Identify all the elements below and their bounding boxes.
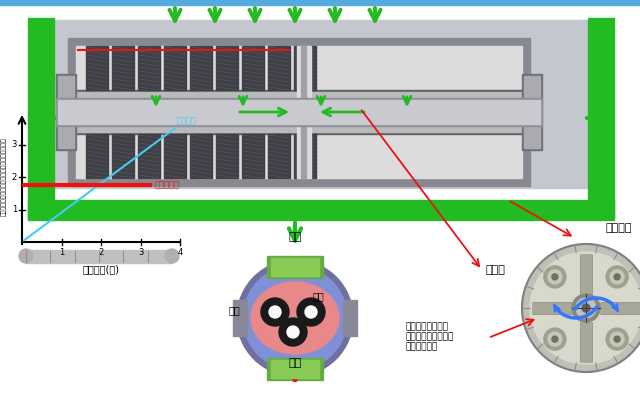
- Bar: [70, 92, 528, 132]
- Bar: [242, 46, 264, 90]
- Circle shape: [261, 298, 289, 326]
- Bar: [216, 46, 238, 90]
- Text: 2: 2: [99, 248, 104, 257]
- Circle shape: [19, 249, 33, 263]
- Circle shape: [287, 326, 299, 338]
- Text: 排气: 排气: [289, 358, 301, 368]
- Text: 1: 1: [12, 205, 17, 214]
- Text: 新技术结构: 新技术结构: [155, 181, 180, 190]
- Bar: [190, 134, 212, 178]
- Text: 架设于折叠辊内部
固定芯轴风管（不随
折叠辊转动）: 架设于折叠辊内部 固定芯轴风管（不随 折叠辊转动）: [406, 322, 454, 352]
- Text: 轴面幅宽(米): 轴面幅宽(米): [83, 264, 120, 274]
- Text: 抜吸腔: 抜吸腔: [485, 265, 505, 275]
- Bar: [522, 74, 542, 150]
- Text: 1: 1: [59, 248, 64, 257]
- Bar: [267, 256, 323, 278]
- Text: 4: 4: [177, 248, 182, 257]
- Bar: [28, 200, 614, 220]
- Circle shape: [269, 306, 281, 318]
- Circle shape: [572, 294, 600, 322]
- Text: 2: 2: [12, 173, 17, 182]
- Bar: [294, 46, 316, 90]
- Bar: [524, 76, 540, 148]
- Text: 3: 3: [138, 248, 143, 257]
- Bar: [267, 358, 323, 380]
- Text: 定子: 定子: [228, 305, 240, 315]
- Bar: [56, 74, 76, 150]
- Bar: [112, 134, 134, 178]
- Bar: [271, 258, 319, 276]
- Bar: [86, 46, 108, 90]
- Bar: [164, 46, 186, 90]
- Circle shape: [610, 270, 624, 284]
- Circle shape: [305, 306, 317, 318]
- Text: 常规结构: 常规结构: [177, 116, 197, 125]
- Bar: [56, 98, 542, 126]
- Bar: [0, 0, 640, 5]
- Circle shape: [614, 336, 620, 342]
- Bar: [58, 76, 74, 148]
- Bar: [138, 46, 160, 90]
- Circle shape: [548, 332, 562, 346]
- Bar: [268, 46, 290, 90]
- Bar: [86, 134, 108, 178]
- Ellipse shape: [251, 282, 339, 354]
- Text: 转子: 转子: [313, 291, 324, 301]
- Bar: [301, 46, 306, 178]
- Text: 进气: 进气: [289, 232, 301, 242]
- Bar: [28, 18, 54, 218]
- Bar: [588, 18, 614, 218]
- Circle shape: [544, 328, 566, 350]
- Circle shape: [243, 266, 347, 370]
- Bar: [164, 134, 186, 178]
- Circle shape: [522, 244, 640, 372]
- Bar: [76, 46, 522, 178]
- Circle shape: [552, 274, 558, 280]
- Circle shape: [548, 270, 562, 284]
- Bar: [190, 46, 212, 90]
- Bar: [138, 134, 160, 178]
- Bar: [297, 46, 311, 178]
- Circle shape: [576, 298, 596, 318]
- Circle shape: [606, 266, 628, 288]
- Circle shape: [165, 249, 179, 263]
- Bar: [216, 134, 238, 178]
- Bar: [68, 38, 530, 186]
- Bar: [58, 100, 540, 124]
- Circle shape: [582, 304, 590, 312]
- Text: 抗逐真空吸压的能力（平面、时间、空间均匀）: 抗逐真空吸压的能力（平面、时间、空间均匀）: [1, 137, 7, 216]
- Bar: [268, 134, 290, 178]
- Bar: [294, 134, 316, 178]
- Circle shape: [544, 266, 566, 288]
- Circle shape: [614, 274, 620, 280]
- Circle shape: [530, 252, 640, 364]
- Bar: [343, 300, 357, 336]
- Circle shape: [552, 336, 558, 342]
- Bar: [271, 360, 319, 378]
- Text: 3: 3: [12, 140, 17, 149]
- Circle shape: [610, 332, 624, 346]
- Bar: [233, 300, 247, 336]
- Text: 折叠外辊: 折叠外辊: [605, 223, 632, 233]
- Bar: [68, 90, 530, 134]
- Circle shape: [606, 328, 628, 350]
- Bar: [26, 250, 172, 263]
- Bar: [242, 134, 264, 178]
- Circle shape: [297, 298, 325, 326]
- Circle shape: [279, 318, 307, 346]
- Bar: [112, 46, 134, 90]
- Bar: [55, 20, 595, 188]
- Circle shape: [237, 260, 353, 376]
